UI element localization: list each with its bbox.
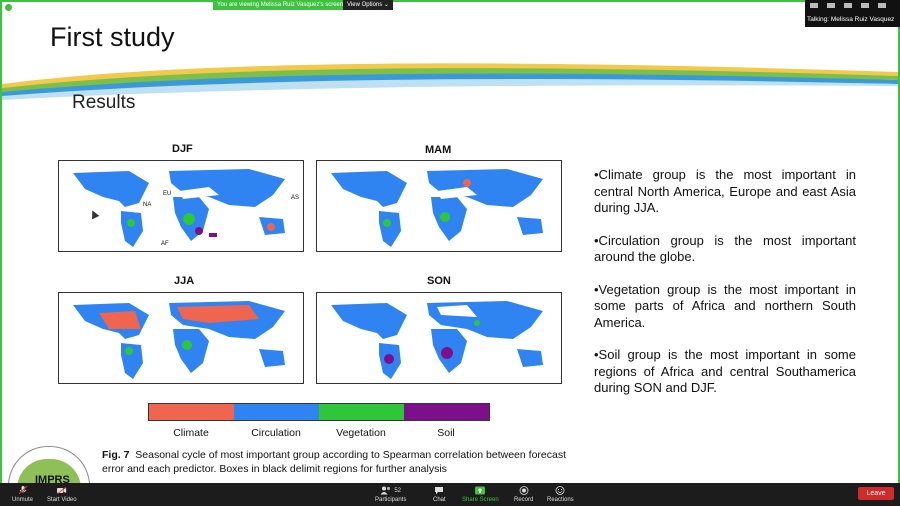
reactions-smiley-icon [555, 486, 565, 495]
slide-title: First study [50, 22, 175, 52]
panel-title-mam: MAM [425, 144, 452, 156]
legend-swatch-circulation [234, 404, 319, 420]
record-icon [519, 486, 529, 495]
bullet-list: •Climate group is the most important in … [594, 167, 856, 413]
panel-title-jja: JJA [174, 275, 195, 287]
legend-swatch-vegetation [319, 404, 404, 420]
record-button[interactable]: Record [514, 483, 533, 506]
map-djf: EU NA AS AF [58, 160, 304, 252]
caption-text: Seasonal cycle of most important group a… [102, 449, 566, 475]
legend-label-circulation: Circulation [251, 427, 301, 439]
view-options-button[interactable]: View Options ⌄ [343, 0, 393, 10]
region-label-af: AF [161, 241, 169, 247]
talking-indicator: Talking: Melissa Ruiz Vasquez [807, 16, 895, 23]
participants-count: 52 [394, 487, 402, 494]
legend-colorbar [148, 403, 490, 421]
map-son [316, 292, 562, 384]
participants-icon [380, 486, 391, 495]
region-label-na: NA [143, 202, 151, 208]
legend-label-climate: Climate [173, 427, 209, 439]
viewing-banner: You are viewing Melissa Ruiz Vasquez's s… [213, 0, 348, 10]
figure-caption: Fig. 7 Seasonal cycle of most important … [102, 448, 572, 476]
view-layout-icon[interactable] [878, 3, 886, 8]
security-shield-icon[interactable] [4, 3, 13, 12]
video-camera-off-icon [56, 486, 66, 495]
leave-meeting-button[interactable]: Leave [858, 487, 894, 500]
microphone-muted-icon [18, 486, 27, 495]
legend-swatch-soil [404, 404, 489, 420]
map-jja [58, 292, 304, 384]
reactions-button[interactable]: Reactions [547, 483, 574, 506]
slide-decoration-swoosh [2, 63, 898, 100]
region-label-as: AS [291, 195, 299, 201]
caption-label: Fig. 7 [102, 449, 130, 461]
legend-label-soil: Soil [437, 427, 455, 439]
view-layout-icon[interactable] [827, 3, 835, 8]
bullet-climate: •Climate group is the most important in … [594, 167, 856, 215]
panel-title-son: SON [427, 275, 451, 287]
unmute-button[interactable]: Unmute [12, 483, 33, 506]
legend-label-vegetation: Vegetation [336, 427, 386, 439]
chat-button[interactable]: Chat [433, 483, 446, 506]
panel-title-djf: DJF [172, 143, 193, 155]
bullet-circulation: •Circulation group is the most important… [594, 232, 856, 265]
region-label-eu: EU [163, 191, 171, 197]
view-layout-buttons [810, 3, 886, 8]
slide-subtitle: Results [72, 92, 136, 113]
map-mam [316, 160, 562, 252]
meeting-toolbar: Unmute Start Video 52 Participants Chat [0, 483, 900, 506]
view-layout-icon[interactable] [844, 3, 852, 8]
share-screen-icon [475, 486, 486, 495]
view-layout-icon[interactable] [810, 3, 818, 8]
bullet-soil: •Soil group is the most important in som… [594, 347, 856, 395]
speaker-panel: Talking: Melissa Ruiz Vasquez [805, 0, 900, 27]
imprs-logo: IMPRS [8, 446, 90, 483]
participants-button[interactable]: 52 Participants [375, 486, 407, 503]
share-screen-button[interactable]: Share Screen [462, 483, 499, 506]
view-layout-icon[interactable] [861, 3, 869, 8]
presentation-slide: First study Results DJF MAM JJA SON EU N… [2, 2, 898, 483]
chat-bubble-icon [435, 487, 444, 495]
start-video-button[interactable]: Start Video [47, 483, 77, 506]
bullet-vegetation: •Vegetation group is the most important … [594, 281, 856, 330]
legend-swatch-climate [149, 404, 234, 420]
